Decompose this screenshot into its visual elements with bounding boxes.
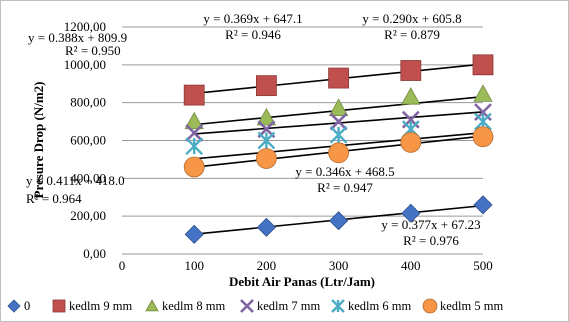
x-tick-label: 300 bbox=[329, 258, 349, 273]
trendline-equation: R² = 0.946 bbox=[225, 27, 281, 42]
legend-item: kedlm 6 mm bbox=[331, 299, 411, 313]
data-point bbox=[185, 124, 204, 142]
legend-item: 0 bbox=[7, 299, 30, 313]
y-tick-label: 600,00 bbox=[70, 133, 106, 148]
trendline-equation: y = 0.290x + 605.8 bbox=[362, 11, 461, 26]
legend-label: kedlm 8 mm bbox=[162, 299, 225, 313]
x-axis-label: Debit Air Panas (Ltr/Jam) bbox=[229, 274, 375, 289]
trendline-equation: R² = 0.976 bbox=[403, 233, 459, 248]
data-point bbox=[472, 54, 494, 76]
y-tick-label: 400,00 bbox=[70, 170, 106, 185]
data-point bbox=[472, 126, 494, 148]
x-tick-label: 400 bbox=[401, 258, 421, 273]
data-point bbox=[473, 84, 493, 102]
data-point bbox=[256, 107, 277, 126]
data-point bbox=[401, 203, 421, 223]
legend-item: kedlm 5 mm bbox=[422, 298, 503, 314]
data-point bbox=[400, 131, 422, 153]
data-point bbox=[329, 211, 349, 231]
data-point bbox=[183, 84, 205, 106]
data-point bbox=[255, 148, 277, 169]
trendline-equation: R² = 0.947 bbox=[317, 180, 373, 195]
data-point bbox=[183, 156, 205, 178]
y-tick-label: 1000,00 bbox=[64, 57, 106, 72]
data-point bbox=[256, 217, 276, 237]
y-tick-label: 1200,00 bbox=[64, 19, 106, 34]
trendline-equation: R² = 0.964 bbox=[26, 191, 82, 206]
y-tick-label: 0,00 bbox=[83, 246, 106, 261]
data-point bbox=[473, 195, 493, 215]
legend-label: kedlm 6 mm bbox=[348, 299, 411, 313]
trendline-equation: y = 0.411x + 418.0 bbox=[26, 173, 125, 188]
y-axis-label: Presure Drop (N/m2) bbox=[31, 82, 46, 199]
trendline-equation: y = 0.369x + 647.1 bbox=[203, 11, 302, 26]
data-point bbox=[400, 60, 422, 81]
legend-item: kedlm 8 mm bbox=[145, 299, 225, 313]
legend-label: kedlm 7 mm bbox=[257, 299, 320, 313]
trendline-equation: y = 0.346x + 468.5 bbox=[295, 164, 394, 179]
trendline-equation: y = 0.377x + 67.23 bbox=[381, 217, 480, 232]
legend-label: kedlm 9 mm bbox=[69, 299, 132, 313]
gridlines bbox=[122, 26, 483, 217]
data-point bbox=[401, 87, 421, 105]
x-tick-label: 200 bbox=[257, 258, 277, 273]
legend-marker bbox=[240, 299, 254, 313]
trendline-equation: R² = 0.950 bbox=[65, 43, 121, 58]
legend-marker bbox=[7, 299, 21, 313]
data-point bbox=[328, 142, 350, 164]
legend-marker bbox=[145, 299, 159, 312]
x-tick-label: 100 bbox=[184, 258, 204, 273]
data-point bbox=[328, 98, 349, 116]
data-point bbox=[328, 67, 350, 89]
data-point bbox=[185, 137, 204, 156]
legend-marker bbox=[52, 299, 66, 313]
trendline-equation: R² = 0.879 bbox=[384, 27, 440, 42]
data-point bbox=[255, 75, 277, 97]
data-points bbox=[183, 54, 494, 244]
legend-label: kedlm 5 mm bbox=[440, 299, 503, 313]
legend-item: kedlm 7 mm bbox=[240, 299, 320, 313]
data-point bbox=[257, 131, 276, 150]
legend-marker bbox=[331, 299, 345, 313]
y-tick-label: 800,00 bbox=[70, 95, 106, 110]
legend: 0 kedlm 9 mm kedlm 8 mm kedlm 7 mm kedlm 6 m… bbox=[7, 298, 503, 314]
legend-label: 0 bbox=[24, 299, 30, 313]
legend-marker bbox=[422, 298, 438, 314]
y-tick-labels: 0,00 200,00 400,00 600,00 800,00 1000,00 1200,… bbox=[64, 19, 106, 261]
x-tick-label: 500 bbox=[473, 258, 493, 273]
trendline-equation: y = 0.388x + 809.9 bbox=[28, 30, 127, 45]
legend-item: kedlm 9 mm bbox=[52, 299, 132, 313]
y-tick-label: 200,00 bbox=[70, 208, 106, 223]
x-tick-labels: 0 100 200 300 400 500 bbox=[119, 258, 493, 273]
x-tick-label: 0 bbox=[119, 258, 126, 273]
data-point bbox=[184, 111, 204, 130]
data-point bbox=[329, 125, 348, 144]
data-point bbox=[184, 224, 204, 244]
trendline-equations: y = 0.388x + 809.9R² = 0.950 y = 0.369x +… bbox=[26, 11, 481, 248]
data-point bbox=[329, 112, 348, 131]
